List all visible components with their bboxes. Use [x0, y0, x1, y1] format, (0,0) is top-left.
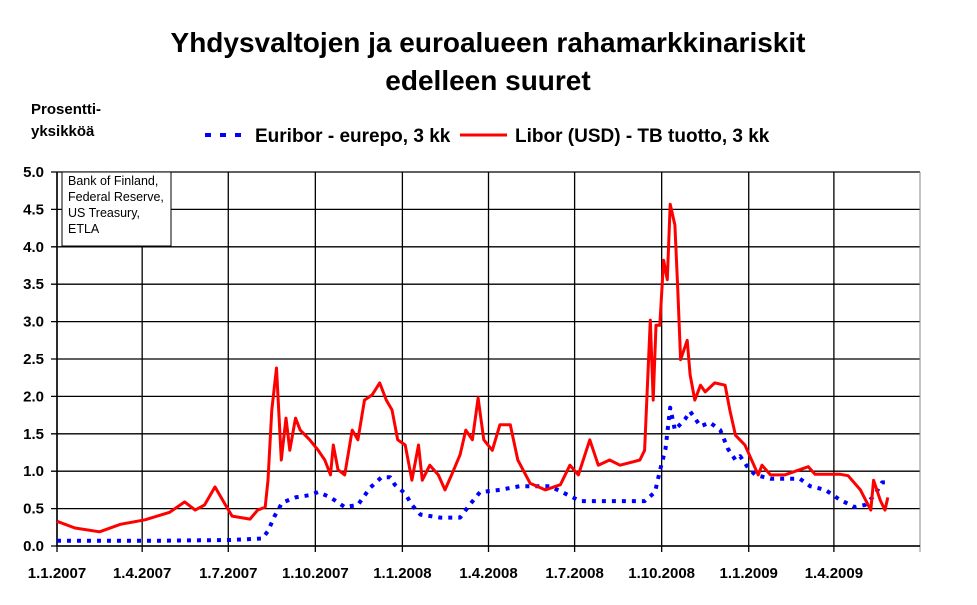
y-tick-label: 2.5: [23, 351, 44, 368]
source-box-frame: [61, 171, 172, 247]
chart-title-line-1: Yhdysvaltojen ja euroalueen rahamarkkina…: [171, 27, 806, 58]
y-tick-label: 4.0: [23, 239, 44, 256]
x-tick-label: 1.4.2009: [805, 565, 863, 582]
y-tick-label: 5.0: [23, 164, 44, 181]
x-tick-label: 1.10.2008: [628, 565, 695, 582]
x-tick-label: 1.1.2007: [28, 565, 86, 582]
y-tick-label: 3.0: [23, 314, 44, 331]
x-tick-label: 1.7.2007: [199, 565, 257, 582]
y-tick-label: 0.0: [23, 538, 44, 555]
legend-label-euribor: Euribor - eurepo, 3 kk: [255, 126, 451, 147]
x-tick-label: 1.1.2009: [720, 565, 778, 582]
y-tick-label: 1.5: [23, 426, 44, 443]
y-tick-label: 2.0: [23, 388, 44, 405]
y-tick-label: 3.5: [23, 276, 44, 293]
y-axis-label-line-2: yksikköä: [31, 123, 95, 140]
series-line-libor-tb: [56, 202, 890, 534]
x-tick-label: 1.7.2008: [545, 565, 603, 582]
chart-title-line-2: edelleen suuret: [385, 65, 590, 96]
x-tick-label: 1.4.2008: [459, 565, 517, 582]
y-tick-label: 4.5: [23, 201, 44, 218]
legend: Euribor - eurepo, 3 kk Libor (USD) - TB …: [205, 126, 770, 147]
source-box: Bank of Finland, Federal Reserve, US Tre…: [61, 171, 172, 247]
legend-label-libor: Libor (USD) - TB tuotto, 3 kk: [515, 126, 770, 147]
x-tick-label: 1.1.2008: [373, 565, 431, 582]
source-line-3: US Treasury,: [68, 206, 140, 220]
x-tick-label: 1.10.2007: [282, 565, 349, 582]
source-line-4: ETLA: [68, 222, 100, 236]
y-axis-ticks: 0.0 0.5 1.0 1.5 2.0 2.5 3.0 3.5 4.0 4.5 5.0: [23, 164, 44, 555]
y-tick-label: 0.5: [23, 501, 44, 518]
series-layer: [56, 202, 890, 543]
y-axis-label-line-1: Prosentti-: [31, 101, 101, 118]
source-line-1: Bank of Finland,: [68, 174, 158, 188]
series-line-euribor-eurepo: [57, 405, 887, 543]
grid: [51, 171, 921, 552]
x-tick-label: 1.4.2007: [113, 565, 171, 582]
x-axis-ticks: 1.1.2007 1.4.2007 1.7.2007 1.10.2007 1.1.200…: [28, 565, 863, 582]
y-tick-label: 1.0: [23, 463, 44, 480]
source-line-2: Federal Reserve,: [68, 190, 164, 204]
